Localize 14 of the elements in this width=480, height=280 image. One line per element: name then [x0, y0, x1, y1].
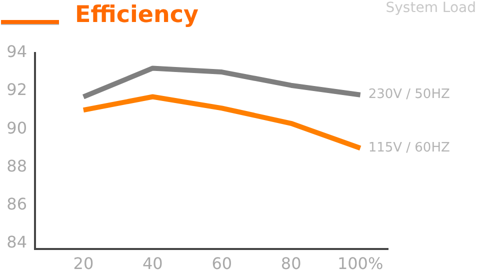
y-tick-label: 88 [6, 156, 27, 176]
y-tick-label: 84 [6, 232, 27, 252]
series-label: 230V / 50HZ [368, 87, 450, 102]
x-tick-label: 80 [280, 254, 302, 273]
chart-title: Efficiency [75, 2, 198, 28]
x-tick-label: 100% [337, 254, 384, 273]
y-tick-label: 92 [6, 80, 27, 100]
y-tick-label: 86 [6, 194, 27, 214]
y-tick-label: 90 [6, 118, 27, 138]
y-tick-label: 94 [6, 42, 27, 62]
x-tick-label: 60 [212, 254, 232, 273]
x-tick-label: 20 [73, 254, 94, 273]
x-tick-label: 40 [142, 254, 163, 273]
series-label: 115V / 60HZ [368, 140, 450, 156]
